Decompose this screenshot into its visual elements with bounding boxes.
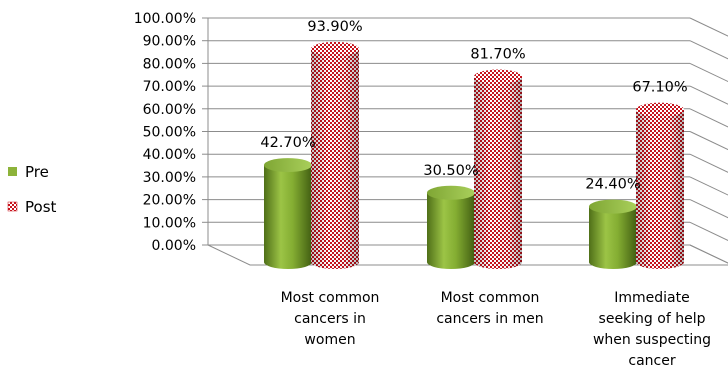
gridline-side: [689, 40, 728, 60]
y-tick-label: 90.00%: [143, 34, 196, 50]
gridline-side: [689, 153, 728, 173]
gridline-side: [689, 244, 728, 264]
y-tick-label: 0.00%: [152, 238, 196, 254]
category-label-2: Most common cancers in men: [436, 290, 543, 327]
legend-item-pre: Pre: [8, 163, 49, 181]
bars: [264, 41, 684, 269]
legend-item-post: Post: [7, 198, 57, 216]
data-label-post-2: 81.70%: [470, 47, 525, 63]
x-axis: Most common cancers in women Most common can…: [281, 290, 711, 369]
category-label-1: Most common cancers in women: [281, 290, 380, 348]
y-tick-label: 20.00%: [143, 193, 196, 209]
legend: Pre Post: [7, 163, 57, 216]
gridline-side: [689, 108, 728, 128]
gridline-side: [689, 131, 728, 151]
bar-post-2: [474, 69, 522, 269]
bar-pre-1: [264, 158, 312, 269]
y-tick-label: 30.00%: [143, 170, 196, 186]
y-axis: 0.00% 10.00% 20.00% 30.00% 40.00% 50.00% 60.00…: [134, 11, 196, 254]
legend-swatch-pre: [8, 167, 17, 176]
gridline-side: [689, 199, 728, 219]
bar-post-1: [311, 41, 359, 269]
bar-pre-2: [427, 185, 475, 269]
gridline-side: [689, 176, 728, 196]
legend-label-pre: Pre: [25, 163, 49, 181]
data-labels: 42.70% 30.50% 24.40% 93.90% 81.70% 67.10%: [260, 19, 687, 193]
y-tick-label: 80.00%: [143, 56, 196, 72]
data-label-post-3: 67.10%: [632, 80, 687, 96]
gridline-side: [689, 85, 728, 105]
y-tick-label: 100.00%: [134, 11, 196, 27]
gridline-side: [689, 62, 728, 83]
bar-post-3: [636, 102, 684, 269]
y-tick-label: 10.00%: [143, 215, 196, 231]
y-tick-label: 50.00%: [143, 125, 196, 141]
y-tick-label: 70.00%: [143, 79, 196, 95]
y-tick-label: 40.00%: [143, 147, 196, 163]
bar-pre-3: [589, 199, 637, 269]
category-label-3: Immediate seeking of help when suspecting c…: [593, 290, 711, 369]
data-label-pre-3: 24.40%: [585, 177, 640, 193]
legend-label-post: Post: [25, 198, 57, 216]
legend-swatch-post: [7, 201, 18, 212]
y-tick-label: 60.00%: [143, 102, 196, 118]
data-label-post-1: 93.90%: [307, 19, 362, 35]
data-label-pre-2: 30.50%: [423, 163, 478, 179]
gridline-side: [689, 17, 728, 37]
data-label-pre-1: 42.70%: [260, 135, 315, 151]
gridline-side: [689, 221, 728, 241]
